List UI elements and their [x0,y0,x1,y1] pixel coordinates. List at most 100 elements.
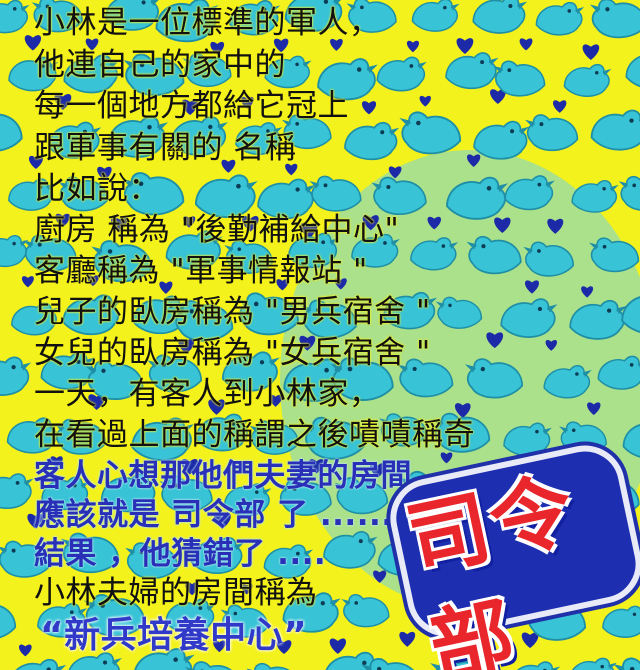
heart-icon [299,335,316,351]
bird-icon [493,60,546,97]
text-line-13: 應該就是 司令部 了 ...... [34,497,394,533]
bird-icon [23,234,77,272]
heart-icon [399,631,416,647]
bird-icon [224,240,274,274]
bird-icon [107,115,169,158]
bird-icon [341,593,390,628]
heart-icon [273,38,289,53]
bird-icon [104,0,159,31]
heart-icon [467,154,481,167]
bird-icon [410,237,459,271]
bird-icon [569,299,627,340]
heart-icon [21,276,34,288]
bird-icon [625,55,640,88]
heart-icon [553,100,567,113]
heart-icon [285,163,298,176]
bird-icon [0,0,30,34]
text-line-6: 廚房 稱為 "後勤補給中心" [34,212,400,248]
heart-icon [55,213,70,228]
bird-icon [464,358,524,399]
heart-icon [240,96,254,109]
bird-icon [229,0,281,36]
bird-icon [0,356,32,396]
heart-icon [373,570,387,583]
heart-icon [276,279,289,291]
heart-icon [221,159,236,173]
heart-icon [111,216,128,233]
bird-icon [121,172,185,216]
bird-icon [500,298,558,338]
bird-icon [60,532,120,574]
heart-icon [24,35,42,51]
punchline-text: “新兵培養中心” [40,615,308,656]
heart-icon [210,41,225,55]
heart-icon [419,95,431,107]
heart-icon [388,166,402,179]
bird-icon [8,56,59,92]
bird-icon [473,120,530,160]
heart-icon [334,278,347,290]
bird-icon [602,605,640,638]
text-line-12: 客人心想那他們夫妻的房間 [34,458,412,494]
heart-icon [213,640,226,653]
text-line-8: 兒子的臥房稱為 "男兵宿舍 " [34,294,431,330]
bird-icon [125,542,179,580]
bird-icon [37,602,88,638]
bird-icon [0,605,17,639]
bird-icon [0,234,29,268]
heart-icon [54,94,72,110]
heart-icon [521,632,539,649]
heart-icon [213,512,231,529]
bird-icon [303,416,365,460]
bird-icon [11,302,59,336]
bird-icon [170,116,228,157]
bird-icon [0,473,34,510]
bird-icon [288,232,339,269]
bird-icon [523,241,575,277]
bird-icon [379,413,428,447]
bird-icon [0,113,23,152]
text-line-14: 結果 ，他猜錯了 .... [34,536,327,572]
bird-icon [351,233,400,268]
bird-icon [284,0,343,32]
bird-icon [330,357,394,401]
bird-icon [249,420,300,455]
heart-icon [370,463,386,478]
bird-icon [622,424,640,458]
bird-icon [85,359,144,400]
bird-icon [323,531,378,569]
bird-icon [246,662,290,670]
text-line-5: 比如說： [34,171,160,207]
heart-icon [547,218,564,234]
bird-icon [264,55,312,89]
bird-icon [282,592,341,633]
bird-icon [446,176,509,220]
bird-icon [517,661,561,670]
bird-icon [621,296,640,333]
bird-icon [221,351,280,392]
bird-icon [309,175,362,212]
heart-icon [181,458,199,475]
heart-icon [183,216,196,228]
bird-icon [159,475,213,513]
bird-icon [399,111,462,155]
bird-icon [173,300,234,342]
bird-icon [63,54,120,94]
heart-icon [28,155,43,170]
bird-icon [334,477,389,515]
heart-icon [240,583,253,595]
bird-icon [281,114,332,150]
heart-icon [181,99,199,116]
heart-icon [185,582,200,596]
bird-icon [590,109,640,151]
heart-icon [361,101,377,115]
bird-icon [543,364,592,399]
bird-icon [397,358,454,398]
text-line-11: 在看過上面的稱謂之後嘖嘖稱奇 [34,417,475,453]
bird-icon [91,240,153,283]
heart-icon [582,44,600,60]
heart-icon [456,38,474,54]
bird-icon [195,413,251,452]
text-line-1: 小林是一位標準的軍人， [34,5,381,41]
